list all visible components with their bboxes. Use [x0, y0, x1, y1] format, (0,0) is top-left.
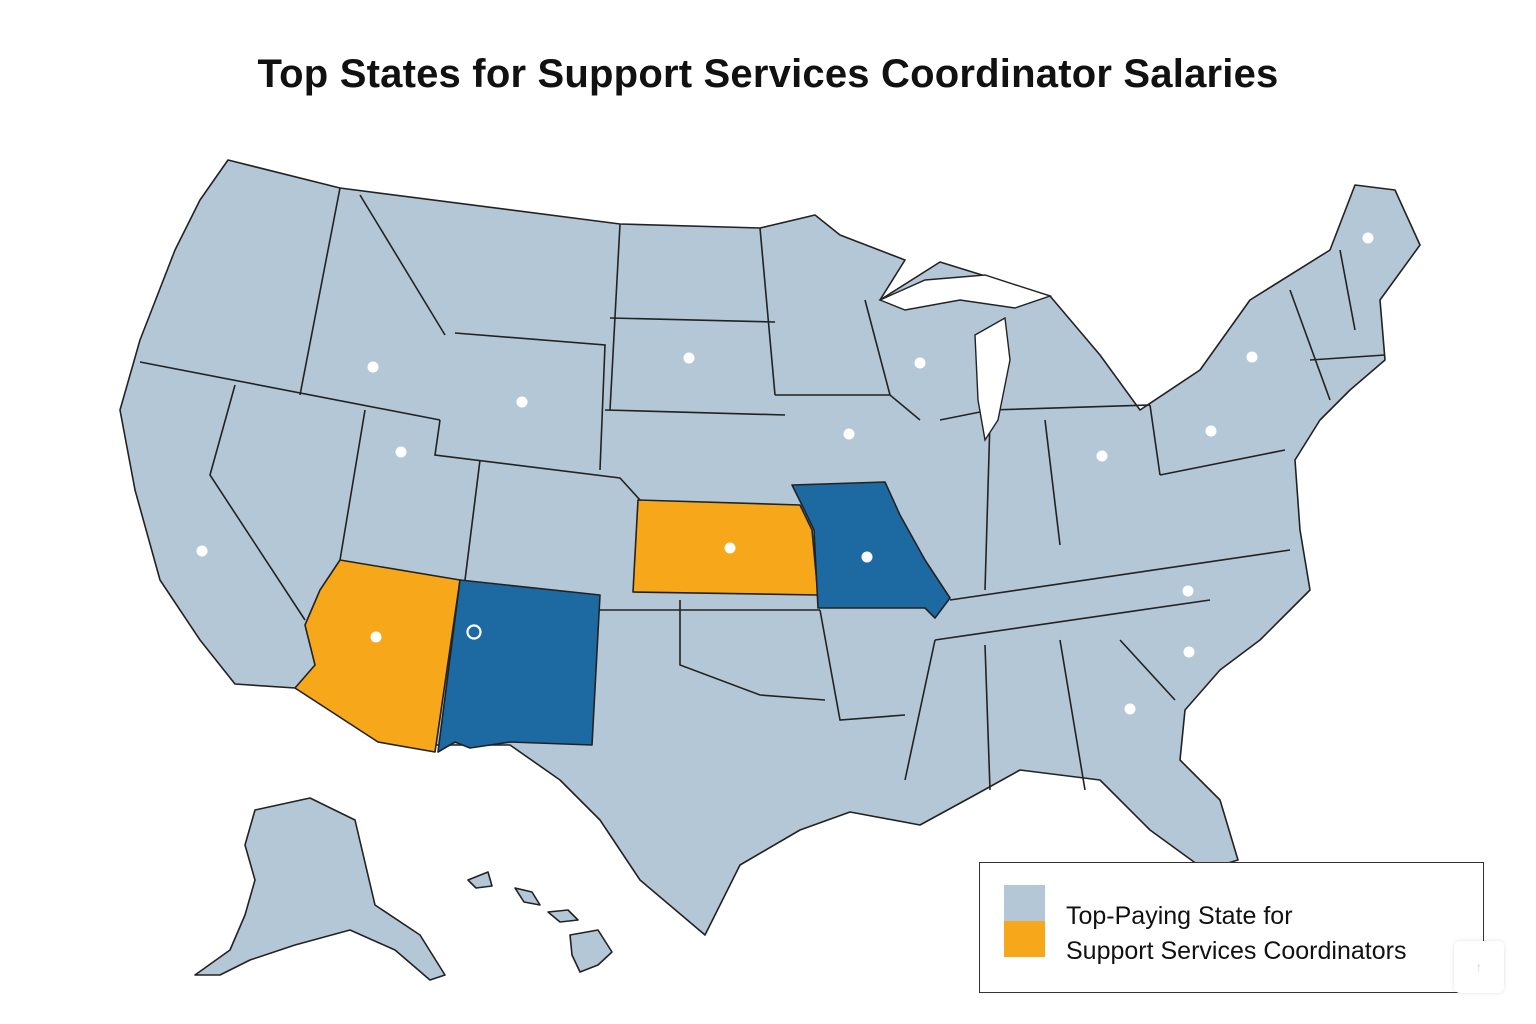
state-alaska[interactable] [194, 797, 446, 981]
map-title: Top States for Support Services Coordina… [257, 52, 1279, 96]
marker-new-york [1246, 351, 1258, 363]
legend-label-line1: Top-Paying State for [1066, 902, 1293, 930]
marker-pennsylvania [1205, 425, 1217, 437]
marker-missouri [861, 551, 873, 563]
state-missouri[interactable] [791, 481, 951, 619]
arrow-up-icon: ↑ [1476, 960, 1482, 974]
marker-new-mexico [466, 624, 482, 640]
marker-georgia [1124, 703, 1136, 715]
corner-button[interactable]: ↑ [1454, 941, 1504, 993]
hawaii-island-kauai [467, 871, 493, 889]
hawaii-island-oahu [514, 887, 541, 906]
marker-wyoming [516, 396, 528, 408]
marker-iowa [843, 428, 855, 440]
lake-michigan [974, 316, 1011, 442]
state-arizona[interactable] [294, 559, 461, 753]
marker-arizona [370, 631, 382, 643]
map-legend: Top-Paying State for Support Services Co… [979, 862, 1484, 993]
state-new-mexico[interactable] [437, 579, 601, 753]
state-markers [196, 232, 1374, 715]
legend-label: Top-Paying State for Support Services Co… [1066, 899, 1406, 969]
hawaii-island-maui [547, 909, 579, 923]
marker-kansas [724, 542, 736, 554]
marker-california [196, 545, 208, 557]
marker-wisconsin [914, 357, 926, 369]
marker-north-carolina [1182, 585, 1194, 597]
state-borders [139, 187, 1386, 791]
marker-south-carolina [1183, 646, 1195, 658]
marker-utah [395, 446, 407, 458]
legend-label-line2: Support Services Coordinators [1066, 937, 1407, 965]
marker-ohio [1096, 450, 1108, 462]
legend-swatch-orange [1004, 921, 1045, 957]
marker-south-dakota [683, 352, 695, 364]
marker-maine [1362, 232, 1374, 244]
legend-swatch-blue [1004, 885, 1045, 921]
lake-superior [878, 274, 1053, 311]
state-hawaii[interactable] [569, 929, 613, 973]
marker-idaho [367, 361, 379, 373]
